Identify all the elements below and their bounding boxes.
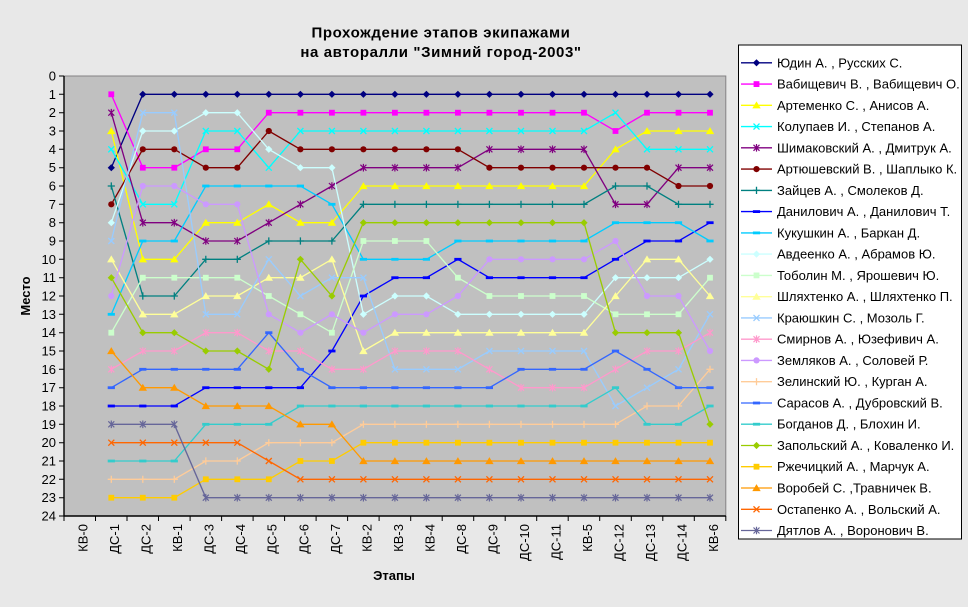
svg-text:15: 15 bbox=[42, 344, 56, 359]
svg-text:на авторалли "Зимний город-200: на авторалли "Зимний город-2003" bbox=[300, 44, 581, 61]
svg-text:КВ-3: КВ-3 bbox=[391, 524, 406, 552]
svg-text:13: 13 bbox=[42, 307, 56, 322]
svg-text:Кукушкин А. , Баркан Д.: Кукушкин А. , Баркан Д. bbox=[777, 225, 920, 240]
svg-text:14: 14 bbox=[42, 325, 56, 340]
svg-text:ДС-11: ДС-11 bbox=[548, 524, 563, 560]
svg-text:24: 24 bbox=[42, 509, 56, 524]
svg-text:Сарасов А. , Дубровский В.: Сарасов А. , Дубровский В. bbox=[777, 396, 943, 411]
svg-text:КВ-1: КВ-1 bbox=[170, 524, 185, 552]
svg-text:ДС-10: ДС-10 bbox=[517, 524, 532, 561]
svg-text:Этапы: Этапы bbox=[373, 568, 415, 583]
svg-text:Воробей С. ,Травничек В.: Воробей С. ,Травничек В. bbox=[777, 481, 932, 496]
svg-text:КВ-4: КВ-4 bbox=[422, 524, 437, 552]
svg-text:Прохождение этапов экипажами: Прохождение этапов экипажами bbox=[311, 25, 570, 42]
svg-text:21: 21 bbox=[42, 454, 56, 469]
svg-text:ДС-9: ДС-9 bbox=[485, 524, 500, 554]
svg-text:11: 11 bbox=[43, 270, 57, 285]
svg-text:9: 9 bbox=[49, 234, 56, 249]
svg-text:Запольский А. , Коваленко И.: Запольский А. , Коваленко И. bbox=[777, 438, 954, 453]
svg-text:Смирнов А. , Юзефивич А.: Смирнов А. , Юзефивич А. bbox=[777, 332, 939, 347]
svg-text:20: 20 bbox=[42, 435, 56, 450]
svg-text:4: 4 bbox=[49, 142, 56, 157]
svg-text:Остапенко А. , Вольский А.: Остапенко А. , Вольский А. bbox=[777, 502, 940, 517]
svg-text:3: 3 bbox=[49, 124, 56, 139]
svg-text:ДС-13: ДС-13 bbox=[643, 524, 658, 561]
svg-text:ДС-14: ДС-14 bbox=[674, 524, 689, 561]
svg-text:0: 0 bbox=[49, 69, 56, 84]
svg-text:17: 17 bbox=[42, 380, 56, 395]
svg-text:КВ-2: КВ-2 bbox=[359, 524, 374, 552]
svg-text:ДС-7: ДС-7 bbox=[328, 524, 343, 554]
svg-text:23: 23 bbox=[42, 490, 56, 505]
svg-text:22: 22 bbox=[42, 472, 56, 487]
svg-text:5: 5 bbox=[49, 160, 56, 175]
svg-text:КВ-5: КВ-5 bbox=[580, 524, 595, 552]
svg-text:Вабищевич В. , Вабищевич О.: Вабищевич В. , Вабищевич О. bbox=[777, 77, 960, 92]
svg-text:Авдеенко А. , Абрамов Ю.: Авдеенко А. , Абрамов Ю. bbox=[777, 247, 935, 262]
svg-text:19: 19 bbox=[42, 417, 56, 432]
svg-text:Артеменко С. , Анисов А.: Артеменко С. , Анисов А. bbox=[777, 98, 929, 113]
svg-text:Данилович А. , Данилович Т.: Данилович А. , Данилович Т. bbox=[777, 204, 950, 219]
svg-text:12: 12 bbox=[42, 289, 56, 304]
svg-text:Артюшевский В. , Шаплыко К.: Артюшевский В. , Шаплыко К. bbox=[777, 162, 957, 177]
svg-text:8: 8 bbox=[49, 215, 56, 230]
svg-text:ДС-8: ДС-8 bbox=[454, 524, 469, 554]
svg-text:Земляков А. , Соловей Р.: Земляков А. , Соловей Р. bbox=[777, 353, 928, 368]
svg-text:Богданов Д. , Блохин И.: Богданов Д. , Блохин И. bbox=[777, 417, 921, 432]
svg-text:Шляхтенко А. , Шляхтенко П.: Шляхтенко А. , Шляхтенко П. bbox=[777, 289, 953, 304]
svg-text:7: 7 bbox=[49, 197, 56, 212]
svg-text:Дятлов А. , Воронович В.: Дятлов А. , Воронович В. bbox=[777, 523, 929, 538]
svg-text:ДС-12: ДС-12 bbox=[611, 524, 626, 561]
svg-text:Шимаковский А. , Дмитрук А.: Шимаковский А. , Дмитрук А. bbox=[777, 140, 952, 155]
svg-text:Ржечицкий А. , Марчук А.: Ржечицкий А. , Марчук А. bbox=[777, 459, 930, 474]
svg-text:ДС-1: ДС-1 bbox=[107, 524, 122, 554]
svg-text:6: 6 bbox=[49, 179, 56, 194]
svg-text:Зелинский Ю. , Курган А.: Зелинский Ю. , Курган А. bbox=[777, 374, 928, 389]
svg-text:Зайцев А. , Смолеков Д.: Зайцев А. , Смолеков Д. bbox=[777, 183, 924, 198]
svg-text:ДС-2: ДС-2 bbox=[139, 524, 154, 554]
svg-text:Юдин А. , Русских С.: Юдин А. , Русских С. bbox=[777, 55, 902, 70]
svg-text:16: 16 bbox=[42, 362, 56, 377]
svg-text:Краюшкин С. , Мозоль Г.: Краюшкин С. , Мозоль Г. bbox=[777, 310, 925, 325]
svg-text:КВ-0: КВ-0 bbox=[76, 524, 91, 552]
svg-text:ДС-3: ДС-3 bbox=[202, 524, 217, 554]
svg-text:18: 18 bbox=[42, 399, 56, 414]
svg-text:ДС-6: ДС-6 bbox=[296, 524, 311, 554]
svg-text:ДС-4: ДС-4 bbox=[233, 524, 248, 554]
svg-text:ДС-5: ДС-5 bbox=[265, 524, 280, 554]
svg-text:Место: Место bbox=[18, 276, 33, 315]
svg-text:1: 1 bbox=[49, 87, 56, 102]
svg-text:10: 10 bbox=[42, 252, 56, 267]
svg-text:Тоболин М. , Ярошевич Ю.: Тоболин М. , Ярошевич Ю. bbox=[777, 268, 939, 283]
svg-text:2: 2 bbox=[49, 105, 56, 120]
svg-text:Колупаев И. , Степанов А.: Колупаев И. , Степанов А. bbox=[777, 119, 935, 134]
svg-text:КВ-6: КВ-6 bbox=[706, 524, 721, 552]
